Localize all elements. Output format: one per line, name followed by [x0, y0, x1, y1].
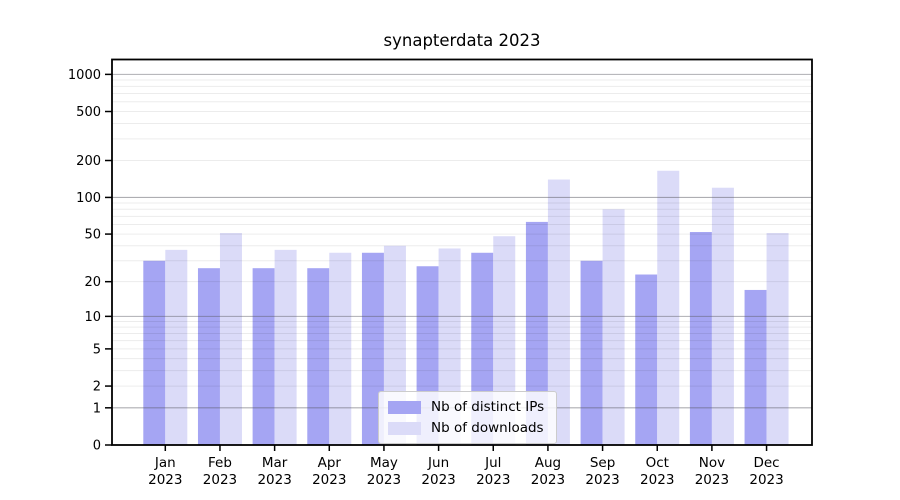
bar-downloads-sep — [602, 209, 625, 445]
bar-distinct-ips-mar — [252, 268, 275, 445]
x-axis-tick-label-year: 2023 — [312, 472, 346, 488]
x-axis-tick-label-month: Nov — [699, 455, 725, 471]
bar-downloads-apr — [329, 252, 352, 445]
bar-distinct-ips-dec — [744, 289, 767, 445]
y-axis-tick-label: 1000 — [68, 68, 101, 83]
bar-downloads-nov — [711, 187, 734, 445]
legend-item-downloads: Nb of downloads — [388, 420, 544, 436]
y-axis-tick-label: 10 — [84, 310, 101, 325]
bar-downloads-mar — [274, 249, 297, 445]
x-axis-tick-label-month: May — [370, 455, 398, 471]
legend-label-distinct-ips: Nb of distinct IPs — [431, 399, 545, 415]
y-axis-tick-label: 5 — [93, 342, 101, 357]
legend-swatch-downloads — [388, 421, 421, 435]
x-axis-tick-label-year: 2023 — [257, 472, 291, 488]
x-axis-tick-label-month: Aug — [535, 455, 561, 471]
bar-distinct-ips-nov — [689, 232, 712, 445]
x-axis-tick-label-month: Jan — [154, 455, 176, 471]
y-axis-tick-label: 2 — [93, 380, 101, 395]
x-axis-tick-label-year: 2023 — [585, 472, 619, 488]
bar-distinct-ips-apr — [307, 268, 330, 445]
y-axis-tick-label: 20 — [84, 275, 101, 290]
bar-downloads-feb — [219, 233, 242, 445]
y-axis-tick-label: 0 — [93, 439, 101, 454]
x-axis-tick-label-month: Apr — [318, 455, 342, 471]
y-axis-tick-label: 50 — [84, 228, 101, 243]
legend-swatch-distinct-ips — [388, 400, 421, 414]
x-axis-tick-label-month: Jun — [427, 455, 449, 471]
bar-distinct-ips-feb — [197, 268, 220, 445]
bar-downloads-jan — [165, 249, 188, 445]
y-axis-tick-label: 500 — [76, 105, 101, 120]
bar-distinct-ips-jan — [143, 260, 166, 445]
legend-label-downloads: Nb of downloads — [431, 420, 544, 436]
legend-item-distinct-ips: Nb of distinct IPs — [388, 399, 544, 415]
bar-distinct-ips-aug — [525, 221, 548, 445]
bar-distinct-ips-oct — [635, 274, 658, 445]
x-axis-tick-label-month: Jul — [484, 455, 501, 471]
chart-title: synapterdata 2023 — [383, 31, 541, 50]
x-axis-tick-label-month: Oct — [646, 455, 669, 471]
x-axis-tick-label-month: Feb — [208, 455, 232, 471]
legend: Nb of distinct IPs Nb of downloads — [378, 391, 558, 444]
x-axis-tick-label-year: 2023 — [640, 472, 674, 488]
bar-downloads-oct — [657, 170, 680, 445]
x-axis-tick-label-year: 2023 — [421, 472, 455, 488]
x-axis-tick-label-year: 2023 — [695, 472, 729, 488]
x-axis-tick-label-month: Mar — [262, 455, 288, 471]
plot-frame — [111, 58, 813, 446]
x-axis-tick-label-year: 2023 — [476, 472, 510, 488]
bar-downloads-dec — [766, 233, 789, 445]
bar-distinct-ips-sep — [580, 260, 603, 445]
x-axis-tick-label-year: 2023 — [367, 472, 401, 488]
x-axis-tick-label-month: Sep — [590, 455, 615, 471]
x-axis-tick-label-year: 2023 — [203, 472, 237, 488]
bar-downloads-aug — [547, 179, 570, 445]
x-axis-tick-label-month: Dec — [753, 455, 779, 471]
x-axis-tick-label-year: 2023 — [148, 472, 182, 488]
y-axis-tick-label: 200 — [76, 154, 101, 169]
y-axis-tick-label: 1 — [93, 401, 101, 416]
y-axis-tick-label: 100 — [76, 191, 101, 206]
x-axis-tick-label-year: 2023 — [749, 472, 783, 488]
x-axis-tick-label-year: 2023 — [531, 472, 565, 488]
